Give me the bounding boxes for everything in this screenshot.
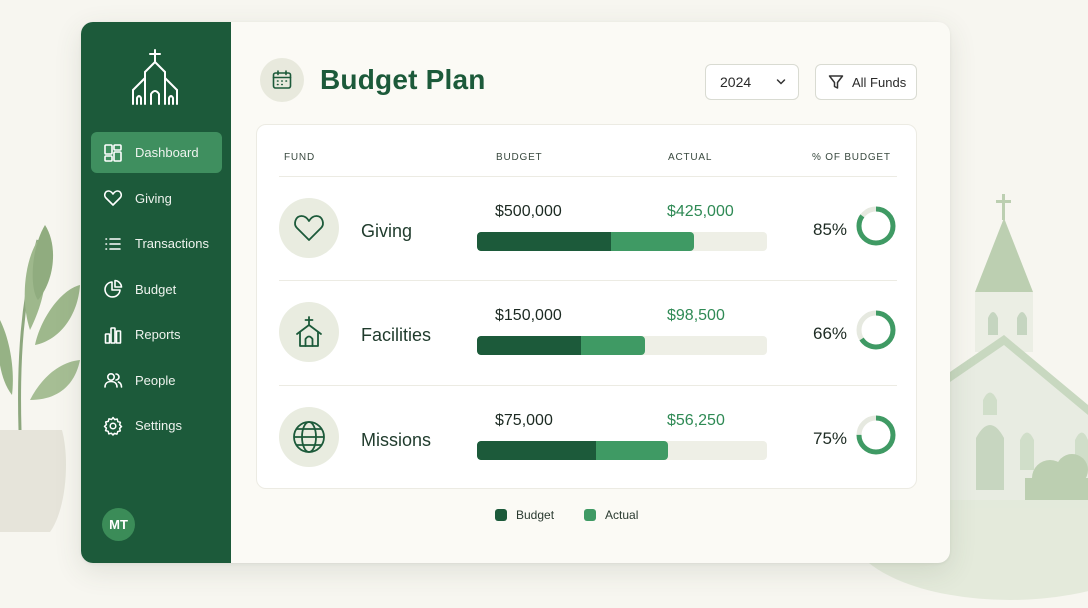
sidebar-item-people[interactable]: People — [91, 360, 222, 401]
legend-swatch-actual — [584, 509, 597, 521]
chart-legend: Budget Actual — [495, 508, 668, 522]
progress-bar — [477, 441, 767, 460]
people-icon — [104, 372, 123, 388]
sidebar-item-label: People — [135, 372, 176, 388]
fund-name: Giving — [361, 221, 413, 241]
legend-label: Budget — [516, 508, 555, 522]
year-select[interactable]: 2024 — [705, 64, 799, 100]
table-row[interactable]: Giving $500,000 $425,000 85% — [279, 176, 897, 281]
sidebar-item-label: Dashboard — [135, 145, 199, 160]
progress-bar — [477, 336, 767, 355]
funds-filter-label: All Funds — [852, 74, 907, 90]
column-header-actual: ACTUAL — [668, 152, 713, 163]
percent-label: 66% — [813, 324, 848, 343]
sidebar: Dashboard Giving Transactions — [81, 22, 231, 563]
pie-chart-icon — [104, 279, 123, 298]
percent-donut — [856, 310, 896, 350]
budget-value: $150,000 — [495, 307, 562, 324]
dashboard-icon — [104, 143, 122, 162]
sidebar-item-reports[interactable]: Reports — [91, 314, 222, 355]
percent-label: 75% — [813, 429, 848, 448]
sidebar-item-label: Reports — [135, 327, 181, 342]
budget-value: $75,000 — [495, 412, 553, 429]
fund-name: Missions — [361, 430, 432, 450]
budget-bar — [477, 232, 612, 251]
progress-bar — [477, 232, 767, 251]
sidebar-item-label: Budget — [135, 281, 177, 297]
column-header-budget: BUDGET — [496, 152, 543, 163]
table-row[interactable]: Facilities $150,000 $98,500 66% — [279, 280, 897, 385]
chevron-down-icon — [776, 79, 786, 85]
list-icon — [105, 237, 121, 250]
sidebar-item-settings[interactable]: Settings — [91, 405, 222, 446]
legend-item-actual: Actual — [584, 508, 638, 522]
legend-label: Actual — [605, 508, 639, 522]
budget-bar — [477, 336, 582, 355]
sidebar-item-label: Transactions — [135, 236, 209, 251]
fund-name: Facilities — [361, 325, 432, 345]
sidebar-item-giving[interactable]: Giving — [91, 178, 222, 219]
fund-icon-badge — [279, 407, 339, 467]
sidebar-item-dashboard[interactable]: Dashboard — [91, 132, 222, 173]
church-icon — [296, 316, 322, 347]
actual-value: $98,500 — [667, 307, 725, 324]
funds-filter-button[interactable]: All Funds — [815, 64, 917, 100]
calendar-icon — [272, 70, 292, 89]
filter-icon — [828, 75, 844, 89]
actual-value: $425,000 — [667, 203, 734, 220]
sidebar-item-label: Settings — [135, 418, 182, 433]
percent-label: 85% — [813, 220, 848, 239]
sidebar-item-budget[interactable]: Budget — [91, 269, 222, 310]
budget-value: $500,000 — [495, 203, 562, 220]
percent-donut — [856, 206, 896, 246]
sidebar-item-transactions[interactable]: Transactions — [91, 223, 222, 264]
header-icon-badge — [260, 58, 304, 102]
year-select-value: 2024 — [720, 74, 752, 90]
fund-icon-badge — [279, 302, 339, 362]
column-header-fund: FUND — [284, 152, 315, 163]
church-icon — [132, 49, 178, 105]
sidebar-item-label: Giving — [135, 190, 172, 206]
globe-icon — [293, 421, 325, 453]
app-window: Dashboard Giving Transactions — [81, 22, 950, 563]
gear-icon — [103, 416, 123, 436]
heart-icon — [103, 190, 123, 206]
bar-chart-icon — [104, 326, 122, 344]
legend-item-budget: Budget — [495, 508, 554, 522]
actual-value: $56,250 — [667, 412, 725, 429]
budget-table: FUND BUDGET ACTUAL % OF BUDGET Giving $5… — [256, 124, 917, 489]
page-title: Budget Plan — [320, 64, 486, 95]
percent-donut — [856, 415, 896, 455]
column-header-pct: % OF BUDGET — [812, 152, 891, 163]
budget-bar — [477, 441, 596, 460]
table-row[interactable]: Missions $75,000 $56,250 75% — [279, 385, 897, 490]
heart-icon — [294, 215, 324, 241]
main-content: Budget Plan 2024 All Funds FUND BUDGET A… — [231, 22, 950, 563]
sidebar-nav: Dashboard Giving Transactions — [91, 132, 222, 451]
fund-icon-badge — [279, 198, 339, 258]
legend-swatch-budget — [495, 509, 507, 521]
avatar[interactable]: MT — [102, 508, 135, 541]
